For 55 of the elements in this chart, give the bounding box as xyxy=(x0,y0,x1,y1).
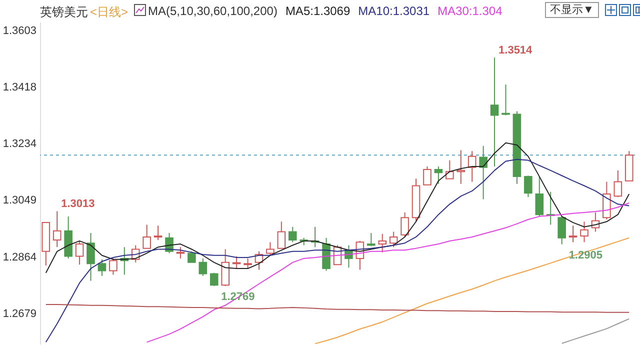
annotation: 1.3013 xyxy=(61,198,95,210)
candlestick xyxy=(580,221,588,243)
line-series xyxy=(561,318,630,344)
y-tick-label: 1.2864 xyxy=(2,251,36,264)
candlestick xyxy=(98,258,106,276)
chart-subtitle: <日线> xyxy=(90,4,128,21)
candlestick xyxy=(367,232,376,247)
candlestick xyxy=(602,181,611,220)
candlestick xyxy=(434,166,443,184)
candlestick xyxy=(614,170,622,198)
y-tick-label: 1.3603 xyxy=(2,24,36,37)
candlestick xyxy=(142,224,151,249)
candlestick xyxy=(423,166,432,186)
candlestick xyxy=(558,216,566,245)
y-tick-label: 1.3049 xyxy=(2,194,36,207)
candlestick xyxy=(221,248,230,287)
candlestick xyxy=(446,160,454,180)
candlestick xyxy=(210,272,218,287)
candlestick xyxy=(400,212,409,238)
candlestick xyxy=(188,250,196,263)
candlestick xyxy=(232,256,241,270)
line-series xyxy=(45,142,630,274)
y-tick-label: 1.3418 xyxy=(2,82,36,94)
candlestick xyxy=(52,210,62,248)
text: MA5:1.3069 xyxy=(285,4,350,18)
candlestick xyxy=(277,221,286,249)
annotation: 1.3514 xyxy=(498,44,534,57)
candlestick xyxy=(479,145,488,200)
candlestick xyxy=(502,84,510,116)
candlestick xyxy=(244,258,252,270)
candlestick xyxy=(490,57,499,167)
candlestick xyxy=(154,225,162,241)
candlestick xyxy=(378,233,387,253)
candlestick xyxy=(288,226,297,243)
candlestick xyxy=(86,232,95,282)
line-series xyxy=(314,237,630,344)
candlestick xyxy=(456,150,466,184)
line-series xyxy=(45,158,630,343)
annotation: 1.2905 xyxy=(568,249,602,262)
candlestick xyxy=(266,242,274,256)
text: MA30:1.304 xyxy=(438,4,502,18)
candlestick xyxy=(75,240,84,266)
candlestick xyxy=(109,258,118,276)
candlestick xyxy=(524,175,532,198)
line-series xyxy=(45,304,630,313)
chart-title: 英镑美元 xyxy=(40,4,88,21)
candlestick xyxy=(198,258,208,276)
y-tick-label: 1.3234 xyxy=(2,138,36,150)
candlestick xyxy=(568,225,578,243)
candlestick xyxy=(535,176,544,217)
candlestick xyxy=(389,231,398,248)
text: MA(5,10,30,60,100,200) xyxy=(148,4,278,18)
y-tick-label: 1.2679 xyxy=(2,308,36,320)
text: MA10:1.3031 xyxy=(358,4,430,18)
text: 不显示▼ xyxy=(545,2,599,18)
